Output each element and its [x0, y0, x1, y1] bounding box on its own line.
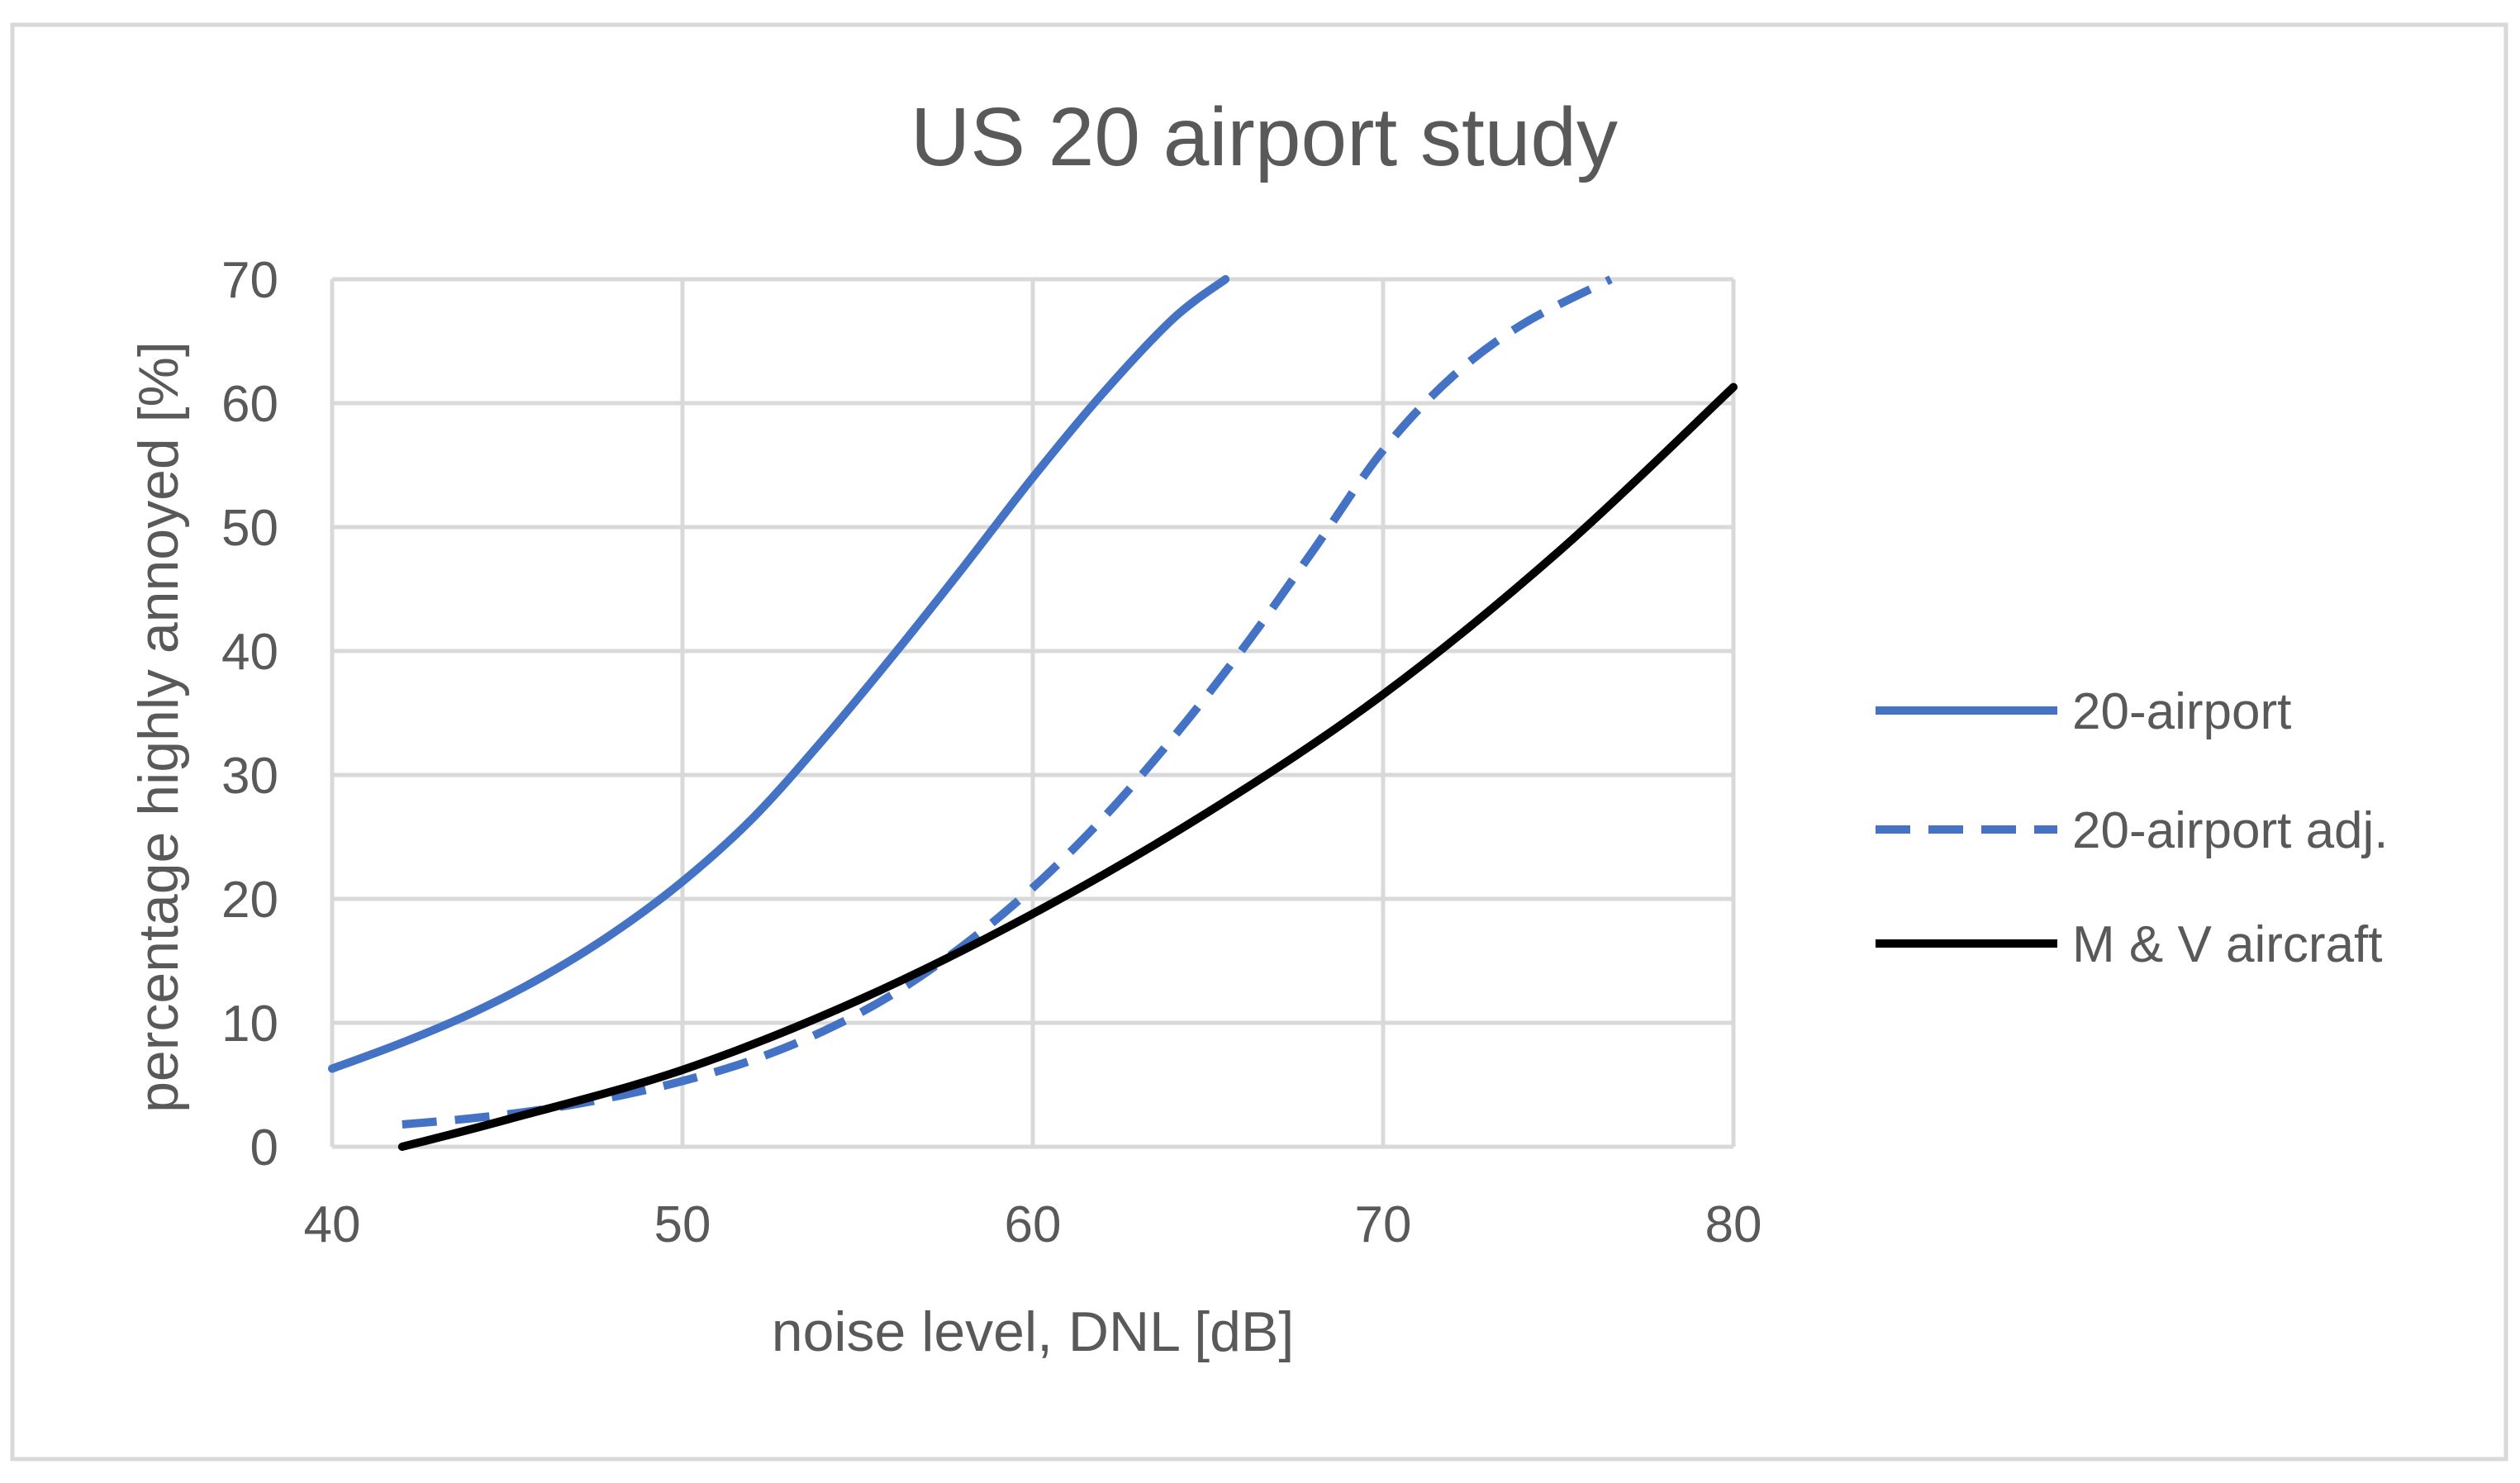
y-tick-label: 40: [221, 624, 278, 681]
series-line-20-airport: [328, 275, 1230, 1073]
x-axis-ticks: 40 50 60 70 80: [304, 1196, 1762, 1253]
y-tick-label: 0: [250, 1119, 278, 1176]
grid-lines: [330, 277, 1736, 1149]
series-line-m-v-aircraft: [397, 383, 1738, 1151]
chart-title: US 20 airport study: [911, 91, 1618, 183]
series-line-20-airport-adj: [402, 275, 1613, 1129]
legend-label: M & V aircraft: [2072, 916, 2383, 973]
x-tick-label: 60: [1005, 1196, 1062, 1253]
plot-series: [328, 275, 1738, 1151]
y-tick-label: 30: [221, 748, 278, 805]
y-tick-label: 20: [221, 872, 278, 929]
x-tick-label: 40: [304, 1196, 361, 1253]
y-tick-label: 50: [221, 500, 278, 557]
x-tick-label: 80: [1705, 1196, 1762, 1253]
y-tick-label: 70: [221, 252, 278, 309]
x-tick-label: 70: [1355, 1196, 1412, 1253]
legend: 20-airport 20-airport adj. M & V aircraft: [1876, 683, 2389, 973]
y-axis-label: percentage highly annoyed [%]: [127, 341, 190, 1113]
x-axis-label: noise level, DNL [dB]: [772, 1300, 1294, 1363]
y-axis-ticks: 0 10 20 30 40 50 60 70: [221, 252, 278, 1176]
chart-border: [10, 22, 2508, 1462]
legend-label: 20-airport adj.: [2072, 802, 2389, 859]
y-tick-label: 60: [221, 376, 278, 433]
legend-label: 20-airport: [2072, 683, 2291, 740]
x-tick-label: 50: [654, 1196, 711, 1253]
y-tick-label: 10: [221, 996, 278, 1053]
